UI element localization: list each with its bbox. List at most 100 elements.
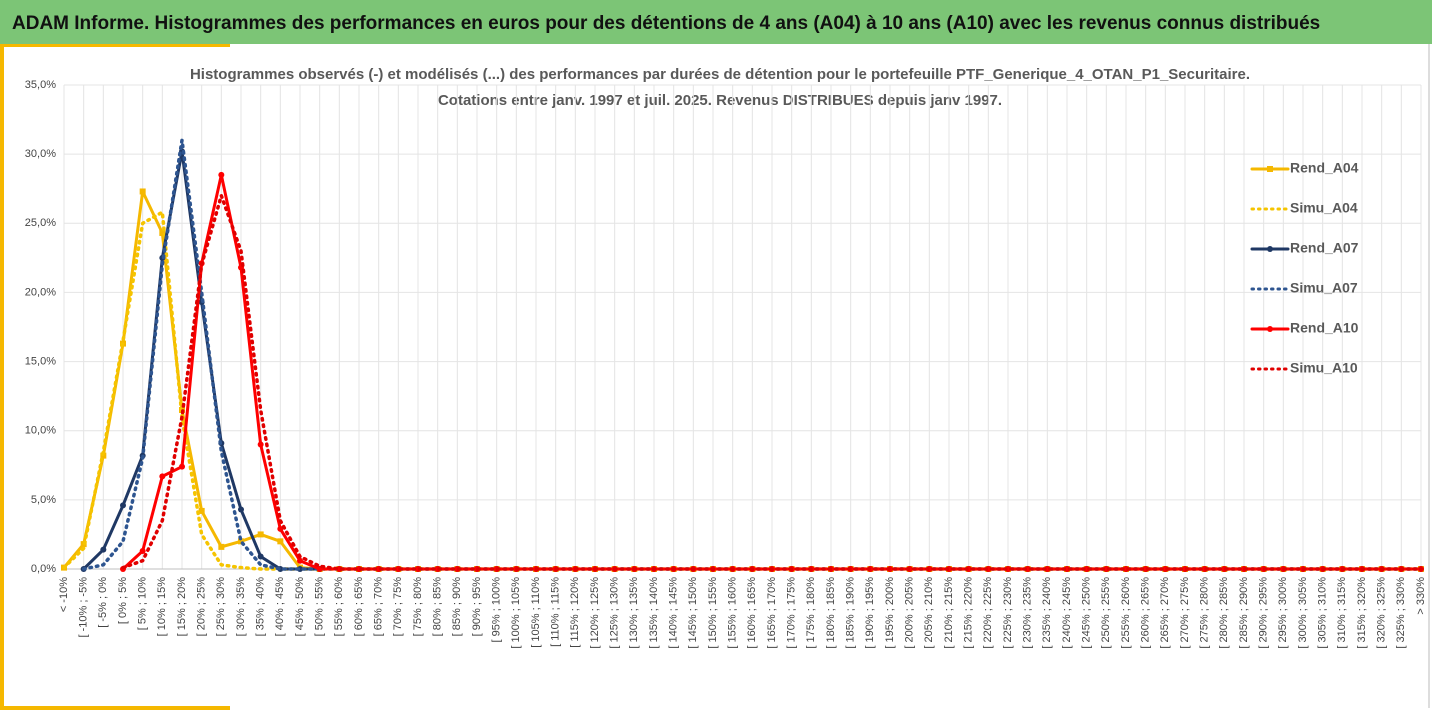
x-tick-label: [ 315% ; 320% [1356,577,1368,649]
chart-subtitle: Cotations entre janv. 1997 et juil. 2025… [438,92,1002,109]
x-tick-label: [ 290% ; 295% [1258,577,1270,649]
point-marker [238,538,244,545]
chart-title: Histogrammes observés (-) et modélisés (… [190,66,1250,83]
point-marker [1044,566,1051,572]
right-border [1428,44,1430,708]
x-tick-label: [ 60% ; 65% [353,577,365,637]
x-tick-label: [ 155% ; 160% [727,577,739,649]
point-marker [159,473,166,480]
x-tick-label: [ 295% ; 300% [1277,577,1289,649]
y-tick-label: 35,0% [25,79,56,91]
x-tick-label: [ 55% ; 60% [333,577,345,637]
x-tick-label: [ 110% ; 115% [550,577,562,647]
point-marker [238,506,244,513]
legend-marker [1267,326,1273,332]
point-marker [297,557,303,564]
legend-marker [1267,246,1273,252]
legend-label: Simu_A07 [1290,280,1358,296]
x-tick-label: [ 220% ; 225% [982,577,994,649]
x-tick-label: [ 130% ; 135% [628,577,640,649]
x-tick-label: [ 250% ; 255% [1100,577,1112,649]
x-tick-label: [ 145% ; 150% [687,577,699,649]
x-tick-label: [ 180% ; 185% [825,577,837,649]
legend-label: Simu_A04 [1290,200,1358,216]
x-tick-label: [ 185% ; 190% [845,577,857,649]
x-tick-label: [ 35% ; 40% [255,577,267,637]
point-marker [198,507,205,514]
x-tick-label: [ 75% ; 80% [412,577,424,637]
x-tick-label: [ 275% ; 280% [1199,577,1211,649]
header-bar [0,0,1432,44]
point-marker [277,538,284,545]
x-tick-label: [ 115% ; 120% [569,577,581,648]
x-tick-label: [ -10% ; -5% [78,577,90,638]
x-tick-label: [ 0% ; 5% [117,577,129,624]
x-tick-label: [ 245% ; 250% [1081,577,1093,649]
x-tick-label: [ 20% ; 25% [196,577,208,637]
x-tick-label: [ 255% ; 260% [1120,577,1132,649]
x-tick-label: [ 160% ; 165% [746,577,758,649]
legend-label: Rend_A04 [1290,160,1359,176]
x-tick-label: [ 260% ; 265% [1140,577,1152,649]
x-tick-label: [ 265% ; 270% [1159,577,1171,649]
x-tick-label: [ 210% ; 215% [943,577,955,649]
x-tick-label: [ 135% ; 140% [648,577,660,649]
x-tick-label: [ 95% ; 100% [491,577,503,643]
point-marker [139,548,146,555]
legend-label: Rend_A07 [1290,240,1359,256]
x-tick-label: [ 310% ; 315% [1336,577,1348,649]
point-marker [100,546,107,553]
y-tick-label: 5,0% [31,494,56,506]
x-tick-label: [ 50% ; 55% [314,577,326,637]
x-tick-label: [ 325% ; 330% [1395,577,1407,649]
x-tick-label: < -10% [58,577,70,612]
top-accent [0,44,230,47]
x-tick-label: > 330% [1415,577,1427,615]
x-tick-label: [ 15% ; 20% [176,577,188,637]
x-tick-label: [ 200% ; 205% [904,577,916,649]
x-tick-label: [ 70% ; 75% [392,577,404,637]
point-marker [159,229,166,236]
point-marker [1064,566,1070,572]
header-title: ADAM Informe. Histogrammes des performan… [12,13,1320,34]
x-tick-label: [ 280% ; 285% [1218,577,1230,649]
x-tick-label: [ 30% ; 35% [235,577,247,637]
x-tick-label: [ 170% ; 175% [786,577,798,649]
x-tick-label: [ 205% ; 210% [923,577,935,649]
point-marker [218,543,225,550]
x-tick-label: [ 300% ; 305% [1297,577,1309,649]
x-tick-label: [ 230% ; 235% [1022,577,1034,649]
x-tick-label: [ 240% ; 245% [1061,577,1073,649]
point-marker [277,525,284,532]
x-tick-label: [ 125% ; 130% [609,577,621,649]
x-tick-label: [ 190% ; 195% [864,577,876,649]
y-tick-label: 25,0% [25,217,56,229]
x-tick-label: [ 225% ; 230% [1002,577,1014,649]
legend-marker [1267,166,1273,172]
x-tick-label: [ 120% ; 125% [589,577,601,649]
x-tick-label: [ 140% ; 145% [668,577,680,649]
x-tick-label: [ 305% ; 310% [1317,577,1329,649]
y-tick-label: 0,0% [31,563,56,575]
point-marker [218,171,225,178]
x-tick-label: [ 100% ; 105% [510,577,522,649]
legend-label: Rend_A10 [1290,320,1359,336]
point-marker [257,553,264,560]
x-tick-label: [ 90% ; 95% [471,577,483,637]
x-tick-label: [ 195% ; 200% [884,577,896,649]
point-marker [120,502,126,509]
x-tick-label: [ 320% ; 325% [1376,577,1388,649]
left-border [0,44,4,708]
x-tick-label: [ 25% ; 30% [215,577,227,637]
y-tick-label: 15,0% [25,355,56,367]
x-tick-label: [ 40% ; 45% [274,577,286,637]
point-marker [257,531,264,538]
x-tick-label: [ 270% ; 275% [1179,577,1191,649]
point-marker [179,463,185,470]
point-marker [139,188,146,195]
x-tick-label: [ 45% ; 50% [294,577,306,637]
x-tick-label: [ 175% ; 180% [805,577,817,649]
x-tick-label: [ -5% ; 0% [97,577,109,628]
